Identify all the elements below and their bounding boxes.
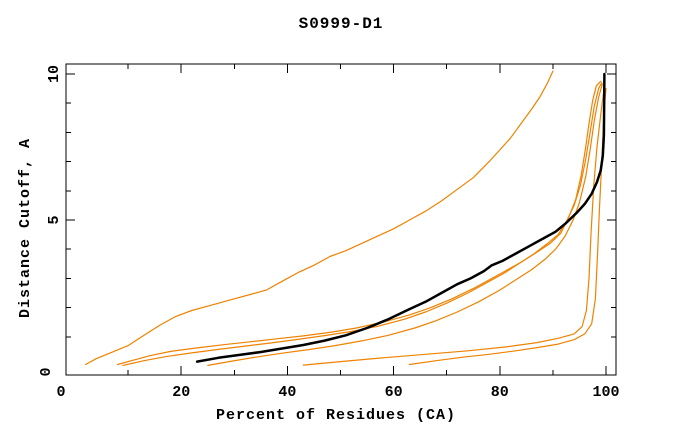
black-curve xyxy=(195,72,606,363)
orange-curve-2 xyxy=(116,80,602,366)
axes xyxy=(65,63,617,376)
x-tick-label: 60 xyxy=(385,384,403,401)
orange-curve-6 xyxy=(408,87,607,366)
y-tick-label: 0 xyxy=(38,367,55,376)
curves xyxy=(84,70,607,366)
y-axis-label: Distance Cutoff, A xyxy=(17,138,34,318)
x-tick-label: 80 xyxy=(491,384,509,401)
y-tick-label: 10 xyxy=(46,65,63,83)
y-tick-label: 5 xyxy=(46,215,63,224)
orange-curve-1 xyxy=(84,70,554,366)
x-tick-label: 0 xyxy=(56,384,65,401)
x-axis-label: Percent of Residues (CA) xyxy=(216,407,456,424)
chart-title: S0999-D1 xyxy=(299,15,384,33)
plot-frame xyxy=(65,63,617,376)
x-tick-label: 20 xyxy=(172,384,190,401)
orange-curve-4 xyxy=(207,83,603,366)
orange-curve-5 xyxy=(302,85,606,366)
orange-curve-3 xyxy=(122,82,603,366)
tick-labels: 0 20 40 60 80 100 0 5 10 xyxy=(38,65,620,401)
x-tick-label: 40 xyxy=(278,384,296,401)
x-tick-label: 100 xyxy=(592,384,619,401)
